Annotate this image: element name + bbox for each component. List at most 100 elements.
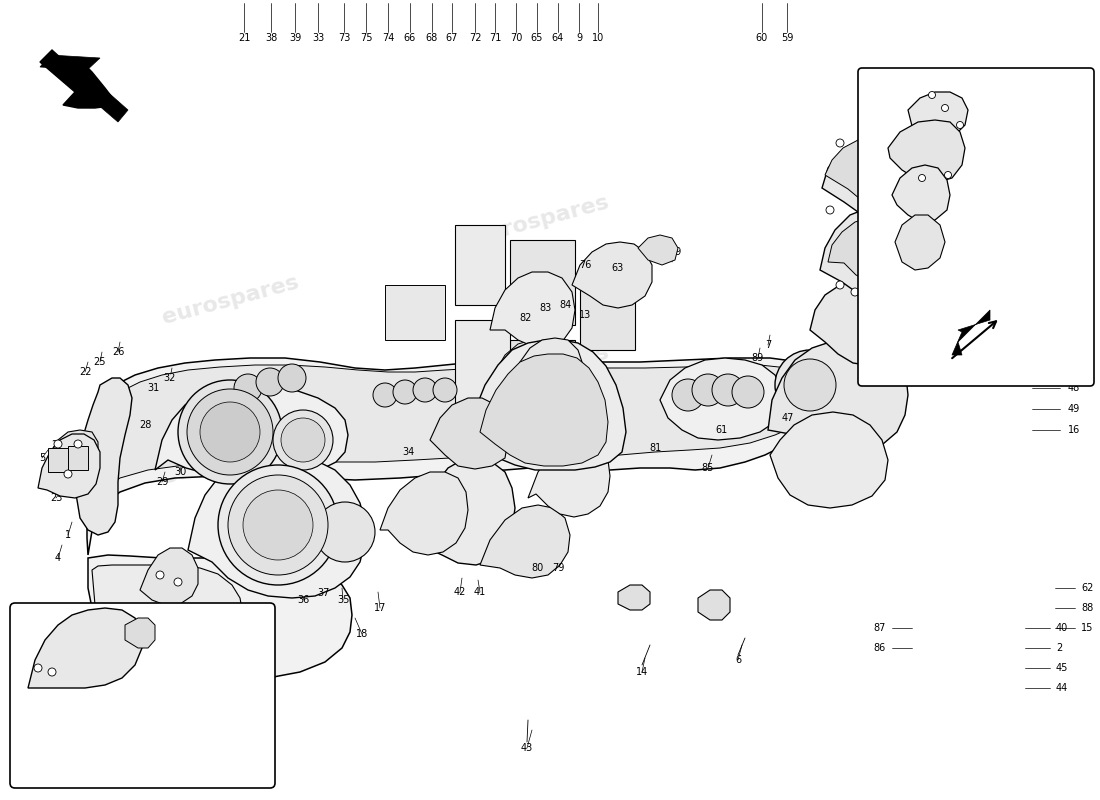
Polygon shape	[40, 50, 118, 108]
Circle shape	[64, 470, 72, 478]
Circle shape	[273, 410, 333, 470]
Text: eurospares: eurospares	[470, 342, 610, 398]
Text: 29: 29	[156, 477, 168, 487]
Text: 6: 6	[735, 655, 741, 665]
Text: 1: 1	[65, 530, 72, 540]
Circle shape	[433, 378, 456, 402]
Text: 42: 42	[454, 587, 466, 597]
Circle shape	[156, 571, 164, 579]
Circle shape	[243, 490, 314, 560]
Polygon shape	[28, 608, 142, 688]
Text: 47: 47	[782, 413, 794, 423]
Polygon shape	[488, 340, 568, 412]
Circle shape	[280, 418, 324, 462]
Text: 43: 43	[521, 743, 534, 753]
Circle shape	[784, 359, 836, 411]
Text: 40: 40	[1056, 623, 1068, 633]
Text: 67: 67	[446, 33, 459, 43]
Circle shape	[836, 139, 844, 147]
Text: 10: 10	[592, 33, 604, 43]
Text: 53: 53	[1068, 278, 1080, 288]
Text: 18: 18	[356, 629, 369, 639]
Text: 73: 73	[338, 33, 350, 43]
Polygon shape	[75, 378, 132, 535]
Polygon shape	[490, 272, 575, 348]
Circle shape	[928, 91, 935, 98]
Circle shape	[393, 380, 417, 404]
Text: 92: 92	[54, 663, 66, 673]
Circle shape	[732, 376, 764, 408]
Text: 39: 39	[289, 33, 301, 43]
Polygon shape	[888, 120, 965, 183]
Polygon shape	[698, 590, 730, 620]
Text: 91: 91	[32, 663, 44, 673]
Polygon shape	[125, 618, 155, 648]
Polygon shape	[510, 340, 575, 430]
Polygon shape	[455, 225, 505, 305]
Text: 76: 76	[579, 260, 591, 270]
Text: 65: 65	[531, 33, 543, 43]
Polygon shape	[39, 434, 100, 498]
Circle shape	[874, 276, 882, 284]
Circle shape	[103, 613, 113, 623]
Text: 23: 23	[50, 493, 63, 503]
Circle shape	[864, 204, 872, 212]
Circle shape	[945, 171, 952, 178]
Text: 28: 28	[139, 420, 151, 430]
Circle shape	[200, 402, 260, 462]
Text: 59: 59	[781, 33, 793, 43]
Text: 90: 90	[99, 603, 111, 613]
Polygon shape	[892, 165, 950, 222]
Circle shape	[87, 620, 97, 630]
Text: 19: 19	[70, 635, 82, 645]
Polygon shape	[92, 565, 243, 674]
Text: 68: 68	[426, 33, 438, 43]
Text: eurospares: eurospares	[160, 272, 300, 328]
Text: 90: 90	[99, 713, 111, 723]
Circle shape	[911, 139, 918, 147]
Text: 32: 32	[164, 373, 176, 383]
Text: 37: 37	[317, 588, 329, 598]
Polygon shape	[88, 555, 352, 680]
Circle shape	[34, 664, 42, 672]
Text: 61: 61	[716, 425, 728, 435]
Polygon shape	[430, 398, 508, 469]
Text: 55: 55	[1068, 341, 1080, 351]
Text: 75: 75	[360, 33, 372, 43]
Circle shape	[117, 605, 126, 615]
Polygon shape	[155, 385, 348, 477]
Polygon shape	[768, 340, 908, 452]
Text: 84: 84	[560, 300, 572, 310]
Text: 88: 88	[1081, 603, 1093, 613]
Text: 85: 85	[702, 463, 714, 473]
Text: 36: 36	[297, 595, 309, 605]
Text: 71: 71	[488, 33, 502, 43]
Text: 77: 77	[505, 403, 517, 413]
Text: eurospares: eurospares	[160, 432, 300, 488]
Text: 60: 60	[756, 33, 768, 43]
Text: 21: 21	[238, 33, 250, 43]
Text: 27: 27	[51, 440, 64, 450]
Text: 70: 70	[509, 33, 522, 43]
Text: 25: 25	[94, 357, 107, 367]
Text: 81: 81	[649, 443, 661, 453]
Polygon shape	[140, 548, 198, 605]
Polygon shape	[618, 585, 650, 610]
Text: 15: 15	[1081, 623, 1093, 633]
Text: 35: 35	[337, 595, 349, 605]
Text: 89: 89	[752, 353, 764, 363]
Text: OPTIONAL: OPTIONAL	[97, 769, 173, 782]
Text: 54: 54	[1068, 362, 1080, 372]
Polygon shape	[188, 455, 365, 598]
Text: 87: 87	[873, 623, 886, 633]
Text: 79: 79	[552, 563, 564, 573]
Text: 44: 44	[1056, 683, 1068, 693]
Polygon shape	[87, 358, 835, 555]
Text: 58: 58	[1068, 152, 1080, 162]
Polygon shape	[508, 338, 583, 422]
Text: 16: 16	[1068, 425, 1080, 435]
Text: 17: 17	[374, 603, 386, 613]
Circle shape	[942, 105, 948, 111]
Polygon shape	[908, 92, 968, 140]
Circle shape	[218, 465, 338, 585]
